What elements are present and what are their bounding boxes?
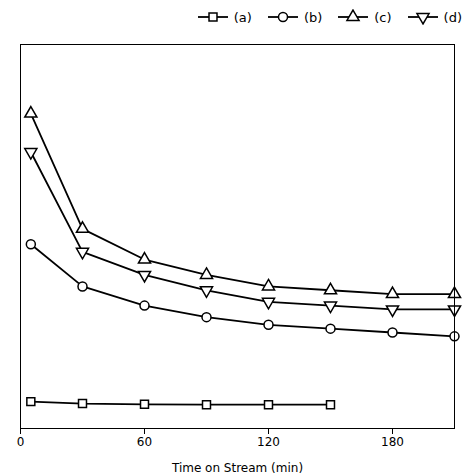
html-text:(d): (d) [443,9,462,25]
html-text:(c): (c) [374,9,392,25]
svg-text:Time on Stream (min): Time on Stream (min) [171,461,303,474]
html-text:(a): (a) [233,9,252,25]
svg-text:0: 0 [17,435,25,449]
svg-text:180: 180 [381,435,404,449]
svg-text:60: 60 [137,435,152,449]
svg-text:120: 120 [257,435,280,449]
html-text:(b): (b) [303,9,323,25]
